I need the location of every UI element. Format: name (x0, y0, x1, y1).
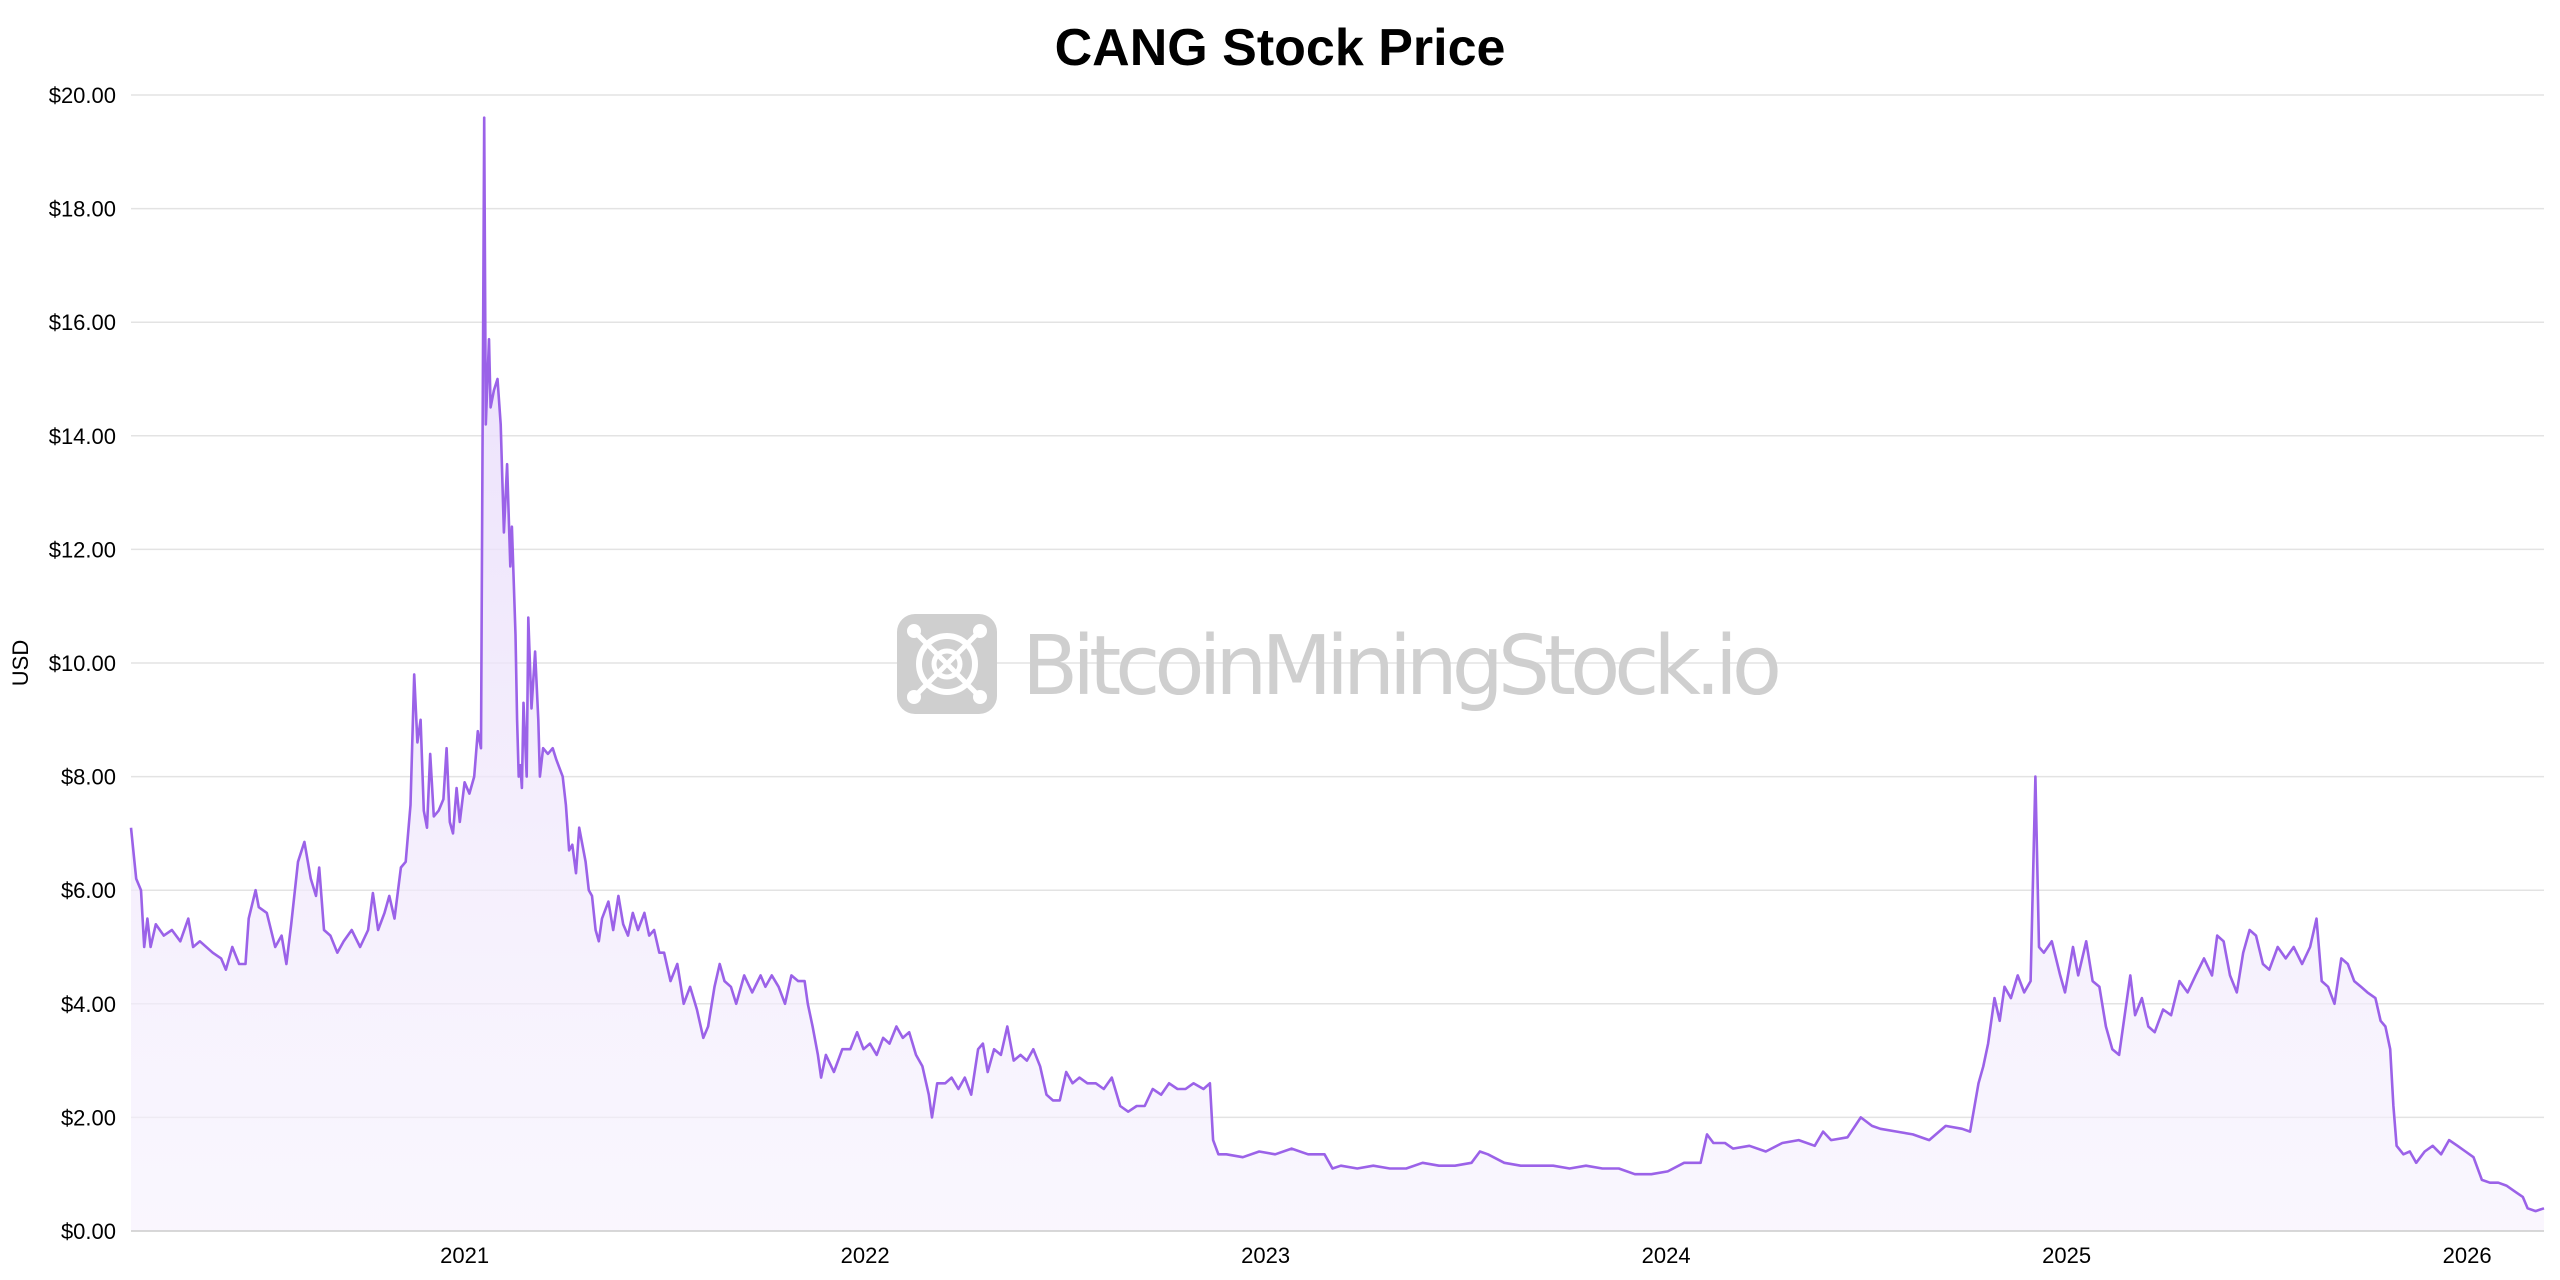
y-tick-label: $0.00 (61, 1219, 116, 1244)
y-tick-label: $4.00 (61, 992, 116, 1017)
price-line (129, 116, 2545, 1213)
x-tick-label: 2024 (1642, 1243, 1691, 1268)
x-tick-label: 2023 (1241, 1243, 1290, 1268)
y-tick-label: $16.00 (49, 310, 116, 335)
y-tick-label: $6.00 (61, 878, 116, 903)
x-tick-label: 2021 (440, 1243, 489, 1268)
price-area-fill (131, 117, 2544, 1232)
x-tick-label: 2022 (841, 1243, 890, 1268)
watermark-text: BitcoinMiningStock.io (1022, 619, 1782, 714)
x-axis: 2021 2022 2023 2024 2025 2026 (440, 1243, 2491, 1268)
y-tick-label: $12.00 (49, 537, 116, 562)
y-tick-label: $10.00 (49, 651, 116, 676)
y-tick-label: $14.00 (49, 424, 116, 449)
y-axis: $0.00 $2.00 $4.00 $6.00 $8.00 $10.00 $12.00 $14… (49, 83, 116, 1244)
watermark-logo-icon (897, 614, 997, 714)
chart-title: CANG Stock Price (1054, 19, 1506, 77)
x-tick-label: 2026 (2443, 1243, 2492, 1268)
y-tick-label: $18.00 (49, 197, 116, 222)
y-tick-label: $8.00 (61, 765, 116, 790)
x-tick-label: 2025 (2042, 1243, 2091, 1268)
y-axis-label: USD (8, 640, 33, 686)
y-tick-label: $2.00 (61, 1105, 116, 1130)
y-tick-label: $20.00 (49, 83, 116, 108)
watermark: BitcoinMiningStock.io (897, 614, 1782, 714)
